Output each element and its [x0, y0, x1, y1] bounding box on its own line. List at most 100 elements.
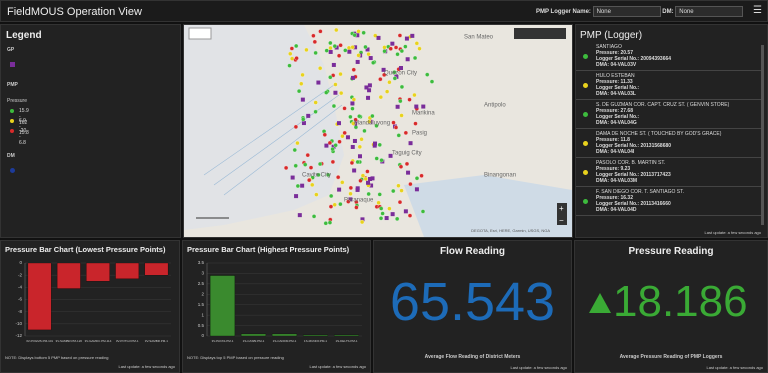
y-tick-label: 3 — [201, 271, 204, 276]
x-tick-label: 3V-PAYAS.PM-1 — [212, 339, 234, 343]
pmp-marker — [382, 72, 387, 77]
pmp-marker — [396, 133, 401, 138]
pmp-name: DAMA DE NOCHE ST. ( TOUCHED BY GOD'S GRA… — [596, 131, 722, 137]
x-tick-label: 1S-CADDM.PM-1 — [273, 339, 297, 343]
gp-marker — [297, 213, 302, 218]
place-label: Paranaque — [344, 198, 374, 204]
pmp-item[interactable]: DAMA DE NOCHE ST. ( TOUCHED BY GOD'S GRA… — [576, 129, 762, 158]
shipping-lane — [213, 94, 340, 186]
gp-marker — [333, 90, 338, 95]
pressure-caption: Average Pressure Reading of PMP Loggers — [619, 354, 723, 360]
gp-marker — [390, 212, 395, 217]
pmp-marker — [354, 205, 359, 210]
pmp-serial: Logger Serial No.: — [596, 114, 640, 120]
pmp-marker — [295, 183, 301, 189]
pmp-name: SANTIAGO — [596, 44, 622, 50]
zoom-in[interactable]: + — [559, 204, 564, 213]
pmp-marker — [412, 92, 417, 98]
menu-button[interactable]: ☰ — [753, 5, 762, 16]
map-tools[interactable] — [514, 28, 566, 39]
pmp-marker — [328, 75, 333, 80]
y-tick-label: 2 — [201, 291, 204, 296]
pmp-marker — [399, 113, 404, 118]
pmp-dma: DMA: 04-VAL03V — [596, 62, 637, 68]
bar — [240, 333, 267, 337]
pmp-marker — [342, 130, 347, 136]
pmp-marker — [392, 70, 397, 75]
pmp-marker — [396, 183, 401, 188]
pmp-marker — [292, 147, 297, 153]
gp-marker — [390, 41, 395, 46]
place-label: Taguig City — [392, 151, 422, 157]
bar — [333, 334, 360, 337]
lake — [404, 175, 572, 237]
pmp-marker — [395, 52, 400, 57]
pmp-item[interactable]: F. SAN DIEGO COR. T. SANTIAGO ST. Pressur… — [576, 187, 762, 216]
pmp-marker — [318, 66, 323, 71]
pmp-marker — [328, 40, 333, 46]
scrollbar[interactable] — [761, 45, 764, 225]
dm-select[interactable]: None — [675, 6, 744, 17]
pmp-marker — [414, 41, 419, 46]
x-tick-label: 3V-SAMBR.PM-120 — [56, 339, 83, 343]
place-label: Pasig — [412, 131, 427, 137]
pmp-marker — [377, 192, 382, 197]
pmp-marker — [391, 188, 396, 194]
pmp-marker — [366, 191, 371, 197]
gp-marker — [368, 56, 373, 61]
legend-dm: DM — [7, 153, 15, 159]
pmp-marker — [304, 47, 309, 53]
pmp-marker — [379, 158, 384, 163]
map[interactable]: + − San Mateo Quezon City Marikina Antipolo… — [184, 25, 572, 237]
y-tick-label: -10 — [15, 321, 22, 326]
gp-marker — [388, 153, 393, 158]
bar — [27, 262, 52, 331]
zoom-out[interactable]: − — [559, 216, 564, 225]
pmp-marker — [330, 146, 335, 152]
pmp-marker — [397, 200, 403, 205]
pmp-item[interactable]: SANTIAGO Pressure: 20.57 Logger Serial No.… — [576, 42, 762, 71]
pmp-marker — [413, 121, 418, 126]
pmp-serial: Logger Serial No.: — [596, 85, 640, 91]
pmp-marker — [382, 45, 387, 50]
pmp-marker — [333, 143, 338, 148]
pmp-marker — [343, 48, 348, 53]
pmp-marker — [382, 49, 387, 54]
zoom-controls[interactable] — [557, 203, 567, 225]
pmp-marker — [374, 123, 379, 128]
pmp-marker — [358, 178, 363, 183]
pmp-select[interactable]: None — [592, 6, 661, 17]
pmp-marker — [360, 173, 366, 178]
pmp-marker — [367, 119, 372, 124]
gp-marker — [366, 180, 371, 185]
pmp-marker — [350, 45, 355, 50]
pmp-item[interactable]: HULO ESTEBAN Pressure: 11.33 Logger Serial… — [576, 71, 762, 100]
pressure-title: Pressure Reading — [628, 246, 714, 257]
bar — [209, 275, 236, 337]
pmp-marker — [340, 180, 345, 185]
layer-button[interactable] — [188, 27, 212, 40]
up-indicator — [589, 293, 611, 313]
flow-value: 65.543 — [389, 272, 556, 332]
x-tick-label: 1S-CASBI.PM-1 — [243, 339, 265, 343]
y-tick-label: 0.5 — [198, 323, 205, 328]
pmp-marker — [351, 121, 356, 126]
y-tick-label: -4 — [18, 285, 22, 290]
pmp-marker — [334, 27, 339, 33]
place-label: Binangonan — [484, 173, 516, 179]
pmp-item[interactable]: S. DE GUZMAN COR. CAPT. CRUZ ST. ( GENVI… — [576, 100, 762, 129]
pmp-marker — [362, 128, 367, 134]
pmp-item[interactable]: PASOLO COR. B. MARTIN ST. Pressure: 9.23 L… — [576, 158, 762, 187]
pmp-marker — [378, 77, 383, 82]
y-tick-label: 3.5 — [198, 260, 205, 265]
pmp-marker — [324, 90, 329, 95]
pmp-panel: PMP (Logger) SANTIAGO Pressure: 20.57 Logg… — [575, 24, 768, 238]
bar — [115, 262, 140, 279]
pmp-marker — [356, 53, 361, 58]
pmp-marker — [336, 175, 341, 180]
pmp-marker — [348, 185, 354, 191]
gp-marker — [381, 67, 386, 72]
pmp-name: F. SAN DIEGO COR. T. SANTIAGO ST. — [596, 189, 684, 195]
pmp-marker — [399, 84, 405, 90]
gp-marker — [355, 33, 360, 38]
